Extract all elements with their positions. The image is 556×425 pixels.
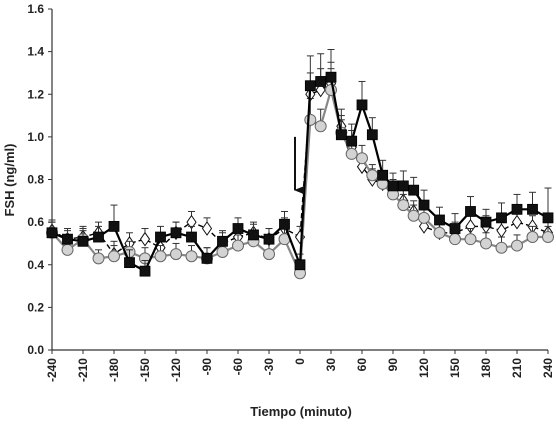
data-point [465,206,476,217]
data-point [480,237,492,250]
data-point [346,135,358,147]
data-point [495,241,508,254]
x-tick-label: 180 [479,358,493,378]
x-tick-label: -30 [262,358,276,376]
data-point [92,252,105,265]
data-point [217,235,228,247]
data-point [170,248,182,261]
data-point [496,212,507,224]
y-tick-label: 0.4 [27,258,44,272]
data-point [263,233,275,245]
data-point [279,218,290,230]
data-point [108,250,120,263]
data-point [345,147,358,160]
data-point [263,248,275,261]
data-point [304,113,317,126]
data-point [397,199,410,212]
data-point [315,76,327,87]
y-tick-label: 0.0 [27,343,44,357]
data-point [511,239,523,252]
data-point [170,227,182,239]
data-point [201,221,213,236]
data-point [62,233,73,245]
x-tick-label: -90 [200,358,214,376]
data-point [154,250,167,263]
data-point [185,250,198,263]
data-point [314,120,327,133]
data-point [248,229,259,241]
data-point [366,129,378,141]
data-point [449,223,461,234]
x-tick-label: 30 [324,358,338,372]
data-point [366,169,379,182]
y-tick-label: 0.2 [27,300,44,314]
series-circle-filled-gray [46,68,554,280]
data-point [433,226,446,239]
y-tick-label: 1.4 [27,45,44,59]
data-point [139,265,151,277]
data-point [464,233,477,246]
y-axis-title: FSH (ng/ml) [2,144,17,217]
data-point [377,169,389,181]
data-point [387,180,399,192]
data-point [294,259,306,271]
x-tick-label: -180 [107,358,121,382]
data-point [124,257,135,269]
plot-area: 0.0 0.2 0.4 0.6 0.8 1.0 1.2 1.4 1.6 -240 -210 -180 -… [27,2,555,382]
data-point [449,233,461,246]
y-tick-label: 1.6 [27,2,44,16]
y-tick-label: 1.2 [27,87,44,101]
y-tick-label: 0.6 [27,215,44,229]
data-point [418,199,430,211]
x-axis-title: Tiempo (minuto) [250,404,352,419]
data-point [397,180,409,192]
data-point [356,152,368,165]
series-square-filled [46,48,554,277]
x-tick-label: 150 [448,358,462,378]
data-point [325,71,337,83]
data-point [526,231,539,244]
data-point [496,223,507,239]
data-point [232,239,244,252]
x-tick-label: -120 [169,358,183,382]
x-tick-label: 240 [541,358,555,378]
data-point [335,129,347,141]
data-point [542,231,554,244]
x-tick-label: 210 [510,358,524,378]
data-point [511,214,523,230]
data-point [356,99,368,111]
data-point [418,211,430,224]
data-point [155,231,166,243]
data-point [434,214,445,226]
data-point [46,227,58,239]
data-point [61,243,74,256]
x-tick-label: -210 [76,358,90,382]
data-point [77,235,89,247]
data-point [527,203,538,215]
x-tick-label: 0 [293,358,307,365]
data-point [407,209,420,222]
y-tick-label: 0.8 [27,173,44,187]
x-tick-label: -240 [45,358,59,382]
data-point [108,220,120,232]
x-tick-label: 90 [386,358,400,372]
data-point [201,252,213,264]
data-point [216,245,229,258]
data-point [139,231,151,247]
data-point [93,231,104,243]
x-tick-label: -150 [138,358,152,382]
data-point [232,223,244,234]
x-tick-label: 120 [417,358,431,378]
series-diamond-open [46,61,554,262]
data-point [304,80,316,92]
data-point [542,212,554,224]
data-point [480,216,492,228]
y-tick-label: 1.0 [27,130,44,144]
data-point [186,231,197,243]
x-tick-label: -60 [231,358,245,376]
data-point [408,184,420,196]
x-tick-label: 60 [355,358,369,372]
data-point [511,203,523,215]
